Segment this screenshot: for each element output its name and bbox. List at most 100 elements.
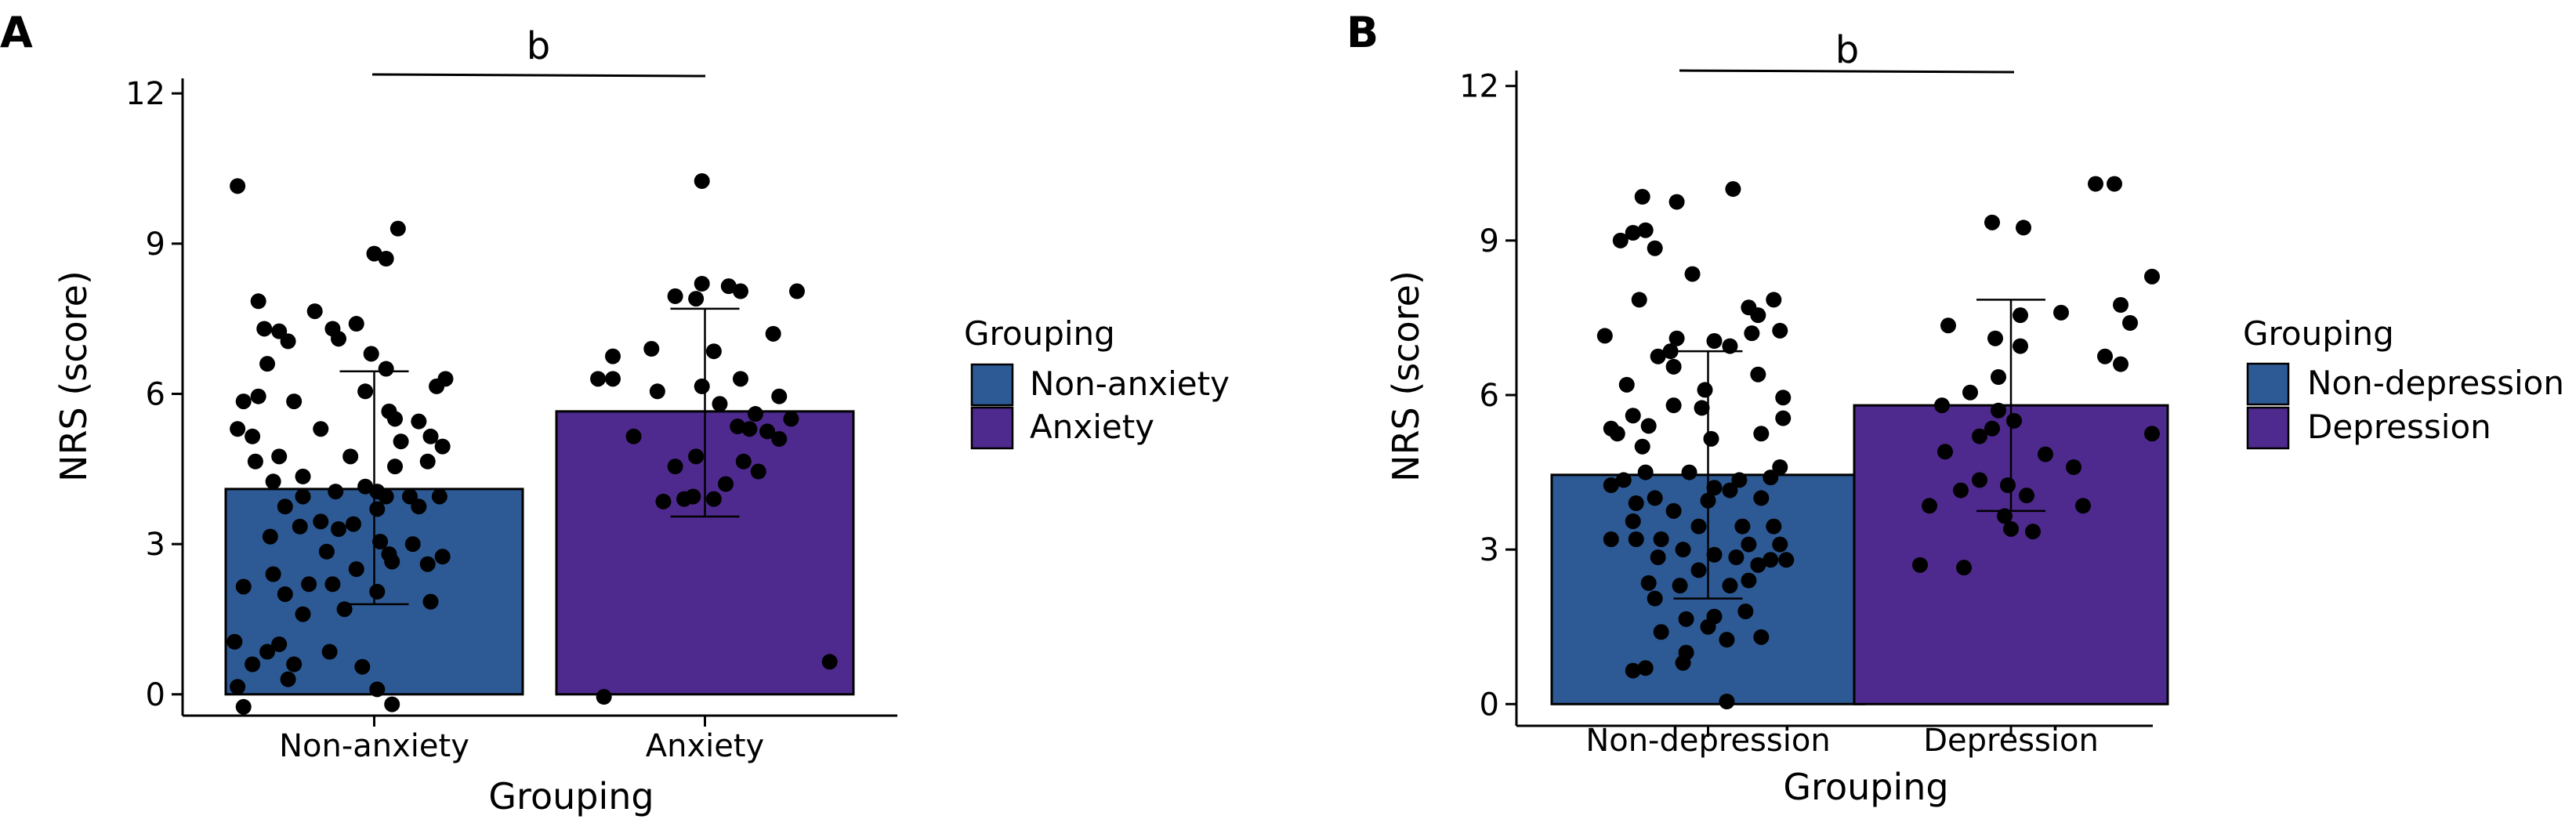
legend-key [2246,406,2290,450]
data-point [2088,176,2103,192]
data-point [369,501,386,517]
data-point [1612,232,1629,248]
data-point [2000,477,2016,493]
data-point [2144,268,2160,285]
data-point [1987,330,2003,346]
data-point [393,433,409,450]
data-point [1706,546,1723,563]
data-point [2122,315,2138,331]
data-point [2038,446,2053,462]
data-point [1763,470,1779,486]
data-point [1653,531,1669,547]
data-point [1675,654,1691,671]
data-point [250,388,266,404]
data-point [230,421,246,437]
data-point [286,656,303,673]
x-axis-title: Grouping [488,775,654,818]
data-point [1744,325,1760,342]
data-point [1703,430,1719,447]
data-point [1668,194,1685,210]
data-point [2003,520,2019,537]
data-point [235,393,252,410]
panel-label: B [1346,8,1379,57]
data-point [328,484,344,500]
legend-label: Non-depression [2307,364,2564,402]
data-point [363,346,379,362]
data-point [429,378,445,394]
data-point [384,696,400,712]
data-point [1953,482,1969,499]
data-point [230,679,246,695]
data-point [1640,418,1657,434]
data-point [788,283,805,299]
data-point [318,543,335,560]
data-point [2144,426,2160,442]
x-tick-label: Non-depression [1585,723,1830,759]
significance-line [1679,69,2015,74]
data-point [694,275,710,292]
data-point [306,303,323,320]
data-point [667,288,683,304]
x-axis-title: Grouping [1783,766,1948,808]
data-point [1962,384,1978,401]
data-point [262,528,278,545]
legend-label: Non-anxiety [1030,364,1230,403]
data-point [247,453,263,470]
data-point [649,383,665,400]
data-point [1647,240,1663,256]
data-point [1741,572,1757,589]
data-point [1697,382,1713,398]
data-point [1922,498,1937,514]
data-point [1772,322,1788,339]
data-point [431,488,447,505]
data-point [1631,292,1647,308]
data-point [401,488,418,505]
data-point [1690,518,1707,535]
data-point [1650,348,1666,364]
data-point [1628,531,1644,547]
data-point [2053,304,2069,321]
data-point [271,323,288,339]
data-point [226,633,243,650]
data-point [369,583,386,600]
significance-label: b [527,24,550,68]
data-point [1763,552,1779,568]
data-point [1991,402,2006,419]
panel-a: A 0 3 6 9 12 Non-anxiety Anxiety Grouping NRS (sc… [0,8,1230,818]
legend-label: Anxiety [1030,408,1154,446]
data-point [1734,518,1751,535]
data-point [271,448,288,465]
y-tick-label: 0 [1480,687,1499,723]
data-point [1719,694,1735,709]
data-point [280,671,296,687]
data-point [1722,482,1738,499]
data-point [357,383,374,400]
data-point [1681,464,1697,480]
data-point [1700,618,1716,635]
data-point [235,578,252,595]
data-point [750,463,766,480]
legend-label: Depression [2307,408,2491,446]
data-point [1741,536,1757,553]
data-point [730,419,746,435]
data-point [1628,495,1644,511]
data-point [705,343,722,360]
data-point [235,698,252,715]
data-point [1637,464,1654,480]
y-tick-label: 9 [1480,223,1499,259]
data-point [378,488,394,505]
y-tick-label: 3 [1480,532,1499,568]
data-point [625,428,642,444]
data-point [265,473,281,490]
data-point [1934,397,1950,414]
data-point [2019,488,2034,504]
data-point [1637,222,1654,238]
data-point [387,411,404,427]
y-tick-label: 6 [1480,378,1499,414]
data-point [286,393,303,410]
data-point [265,566,281,582]
data-point [1665,358,1682,375]
data-point [2097,348,2113,364]
data-point [1731,472,1748,488]
